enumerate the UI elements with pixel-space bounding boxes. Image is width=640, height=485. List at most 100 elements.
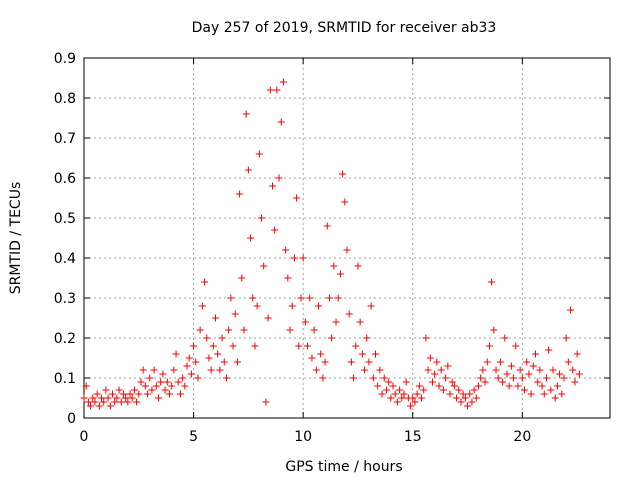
data-point <box>538 382 546 390</box>
data-point <box>89 394 97 402</box>
data-point <box>231 310 239 318</box>
data-point <box>170 366 178 374</box>
data-point <box>148 386 156 394</box>
x-tick-label: 15 <box>404 429 422 445</box>
data-point <box>420 386 428 394</box>
data-point <box>505 382 513 390</box>
y-tick-label: 0.9 <box>54 51 76 67</box>
data-point <box>262 398 270 406</box>
data-point <box>481 378 489 386</box>
data-point <box>315 302 323 310</box>
data-point <box>437 366 445 374</box>
data-point <box>391 390 399 398</box>
data-point <box>542 374 550 382</box>
data-point <box>319 374 327 382</box>
data-point <box>501 334 509 342</box>
data-point <box>251 342 259 350</box>
data-point <box>510 374 518 382</box>
data-point <box>435 382 443 390</box>
data-point <box>496 358 504 366</box>
data-point <box>216 366 224 374</box>
data-point <box>393 398 401 406</box>
data-point <box>159 370 167 378</box>
data-point <box>157 378 165 386</box>
data-point <box>317 350 325 358</box>
data-point <box>549 366 557 374</box>
data-point <box>183 362 191 370</box>
data-point <box>483 358 491 366</box>
data-point <box>468 398 476 406</box>
data-point <box>229 342 237 350</box>
data-point <box>179 374 187 382</box>
data-point <box>343 246 351 254</box>
data-point <box>389 382 397 390</box>
data-point <box>531 350 539 358</box>
data-point <box>514 382 522 390</box>
data-point <box>516 366 524 374</box>
data-point <box>402 378 410 386</box>
data-point <box>433 358 441 366</box>
data-point <box>117 398 125 406</box>
data-point <box>527 390 535 398</box>
data-point <box>255 150 263 158</box>
data-point <box>95 402 103 410</box>
data-point <box>115 386 123 394</box>
data-point <box>466 390 474 398</box>
data-point <box>529 362 537 370</box>
plot-frame <box>83 57 611 419</box>
data-point <box>93 390 101 398</box>
data-point <box>198 302 206 310</box>
data-point <box>201 278 209 286</box>
data-point <box>422 334 430 342</box>
data-point <box>534 378 542 386</box>
data-point <box>560 374 568 382</box>
data-point <box>494 374 502 382</box>
data-point <box>242 110 250 118</box>
data-point <box>286 326 294 334</box>
data-point <box>222 374 230 382</box>
data-point <box>365 358 373 366</box>
data-point <box>540 390 548 398</box>
data-point <box>418 394 426 402</box>
y-tick-label: 0.1 <box>54 371 76 387</box>
data-point <box>152 382 160 390</box>
data-point <box>150 366 158 374</box>
data-point <box>240 326 248 334</box>
data-point <box>545 346 553 354</box>
data-point <box>207 366 215 374</box>
data-point <box>575 370 583 378</box>
data-point <box>345 310 353 318</box>
data-point <box>220 358 228 366</box>
data-point <box>304 342 312 350</box>
data-point <box>407 402 415 410</box>
data-point <box>301 318 309 326</box>
data-point <box>573 350 581 358</box>
data-point <box>104 394 112 402</box>
data-point <box>413 390 421 398</box>
data-point <box>553 382 561 390</box>
data-point <box>225 326 233 334</box>
data-point <box>100 398 108 406</box>
data-point <box>264 314 272 322</box>
data-point <box>165 390 173 398</box>
data-point <box>249 294 257 302</box>
data-point <box>277 118 285 126</box>
data-point <box>82 382 90 390</box>
data-point <box>212 314 219 322</box>
data-point <box>247 234 255 242</box>
data-point <box>108 390 116 398</box>
x-tick-label: 20 <box>513 429 531 445</box>
data-point <box>558 390 566 398</box>
data-point <box>330 262 338 270</box>
x-tick-label: 10 <box>294 429 312 445</box>
data-point <box>367 302 375 310</box>
data-point <box>275 174 283 182</box>
data-point <box>518 374 526 382</box>
data-point <box>426 354 434 362</box>
data-point <box>488 278 496 286</box>
data-point <box>521 386 529 394</box>
chart-title: Day 257 of 2019, SRMTID for receiver ab3… <box>192 20 497 36</box>
data-point <box>290 254 298 262</box>
data-point <box>569 366 577 374</box>
data-point <box>190 342 198 350</box>
